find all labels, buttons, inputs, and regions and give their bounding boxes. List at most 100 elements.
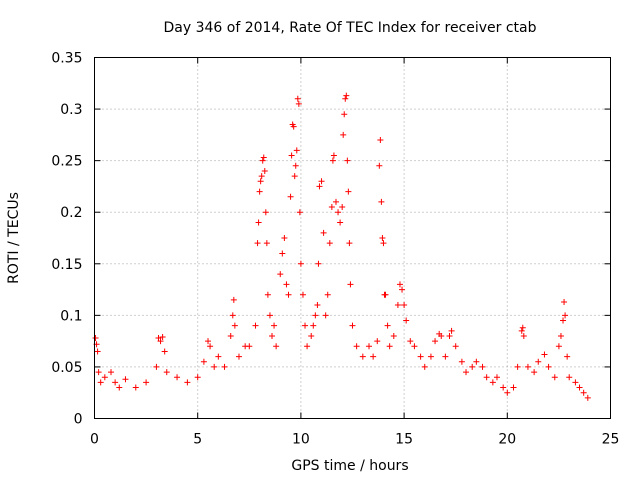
data-point: [390, 332, 397, 339]
data-point: [264, 291, 271, 298]
data-point: [316, 183, 323, 190]
data-point: [560, 317, 567, 324]
data-point: [463, 369, 470, 376]
data-point: [153, 363, 160, 370]
x-tick-label: 5: [193, 432, 202, 448]
data-point: [384, 322, 391, 329]
y-tick-label: 0.3: [60, 102, 82, 118]
data-point: [326, 240, 333, 247]
data-point: [399, 286, 406, 293]
data-points: [92, 92, 591, 401]
axis-ticks: [94, 57, 611, 419]
data-point: [273, 343, 280, 350]
data-point: [376, 162, 383, 169]
y-tick-label: 0: [74, 412, 83, 428]
data-point: [518, 327, 525, 334]
data-point: [446, 332, 453, 339]
data-point: [403, 317, 410, 324]
data-point: [252, 322, 259, 329]
data-point: [473, 358, 480, 365]
data-point: [255, 219, 262, 226]
data-point: [299, 291, 306, 298]
data-point: [269, 332, 276, 339]
data-point: [108, 369, 115, 376]
data-point: [94, 348, 101, 355]
data-point: [227, 332, 234, 339]
data-point: [246, 343, 253, 350]
data-point: [483, 374, 490, 381]
data-point: [469, 363, 476, 370]
data-point: [380, 240, 387, 247]
data-point: [555, 343, 562, 350]
data-point: [112, 379, 119, 386]
data-point: [259, 157, 266, 164]
data-point: [132, 384, 139, 391]
data-point: [343, 92, 350, 99]
data-point: [584, 394, 591, 401]
data-point: [328, 204, 335, 211]
data-point: [277, 271, 284, 278]
data-point: [359, 353, 366, 360]
data-point: [432, 338, 439, 345]
data-point: [260, 154, 267, 161]
data-point: [452, 343, 459, 350]
data-point: [295, 100, 302, 107]
data-point: [519, 324, 526, 331]
data-point: [411, 343, 418, 350]
data-point: [262, 209, 269, 216]
x-tick-label: 20: [498, 432, 516, 448]
data-point: [302, 322, 309, 329]
data-point: [396, 281, 403, 288]
data-point: [329, 157, 336, 164]
data-point: [353, 343, 360, 350]
data-point: [229, 312, 236, 319]
data-point: [200, 358, 207, 365]
data-point: [510, 384, 517, 391]
chart-title: Day 346 of 2014, Rate Of TEC Index for r…: [163, 20, 536, 36]
data-point: [346, 240, 353, 247]
data-point: [504, 389, 511, 396]
x-tick-label: 10: [292, 432, 310, 448]
data-point: [266, 312, 273, 319]
data-point: [349, 322, 356, 329]
data-point: [163, 369, 170, 376]
x-axis-label: GPS time / hours: [291, 458, 408, 474]
data-point: [344, 157, 351, 164]
data-point: [341, 111, 348, 118]
data-point: [296, 209, 303, 216]
data-point: [312, 312, 319, 319]
data-point: [294, 95, 301, 102]
data-point: [101, 374, 108, 381]
data-point: [174, 374, 181, 381]
data-point: [394, 302, 401, 309]
data-point: [442, 353, 449, 360]
data-point: [347, 281, 354, 288]
data-point: [207, 343, 214, 350]
data-point: [340, 131, 347, 138]
data-point: [417, 353, 424, 360]
data-point: [561, 298, 568, 305]
y-tick-label: 0.15: [51, 257, 82, 273]
data-point: [157, 338, 164, 345]
y-tick-label: 0.25: [51, 154, 82, 170]
data-point: [297, 260, 304, 267]
data-point: [493, 374, 500, 381]
data-point: [342, 95, 349, 102]
data-point: [281, 235, 288, 241]
data-point: [572, 379, 579, 386]
data-point: [345, 188, 352, 195]
data-point: [557, 332, 564, 339]
data-point: [427, 353, 434, 360]
data-point: [308, 332, 315, 339]
axis-tick-labels: 0 5 10 15 20 25 0 0.05 0.1 0.15 0.2 0.25 0.3 0.35: [51, 51, 619, 448]
data-point: [116, 384, 123, 391]
data-point: [215, 353, 222, 360]
data-point: [315, 260, 322, 267]
data-point: [231, 322, 238, 329]
data-point: [122, 376, 129, 383]
data-point: [378, 198, 385, 205]
data-point: [514, 363, 521, 370]
data-point: [339, 204, 346, 211]
data-point: [545, 363, 552, 370]
x-tick-label: 15: [395, 432, 413, 448]
